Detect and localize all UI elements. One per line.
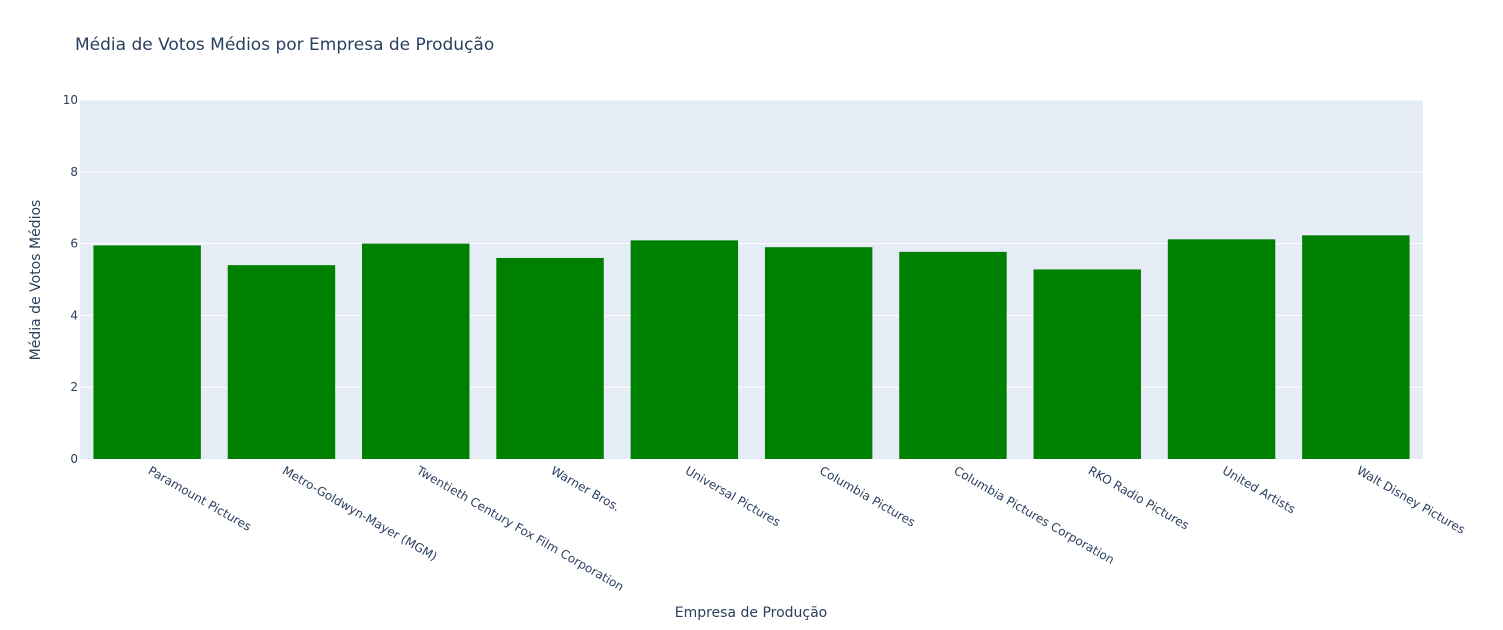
y-axis-title: Média de Votos Médios	[28, 200, 44, 361]
y-tick-label: 0	[70, 452, 78, 466]
bar	[630, 240, 739, 459]
bar	[1302, 235, 1410, 459]
bar	[93, 245, 201, 459]
y-axis-ticks: 0 2 4 6 8 10	[63, 93, 78, 466]
bar	[1167, 239, 1276, 459]
x-axis-title: Empresa de Produção	[675, 605, 828, 621]
bars	[93, 235, 1410, 459]
y-tick-label: 8	[70, 165, 78, 179]
bar	[764, 247, 873, 459]
bar	[1033, 269, 1141, 459]
bar	[362, 243, 470, 459]
y-tick-label: 4	[70, 308, 78, 322]
y-tick-label: 6	[70, 237, 78, 251]
bar	[227, 265, 336, 459]
bar	[496, 257, 604, 459]
y-tick-label: 10	[63, 93, 78, 107]
bar	[899, 251, 1007, 459]
y-tick-label: 2	[70, 380, 78, 394]
chart-title: Média de Votos Médios por Empresa de Pro…	[75, 35, 494, 55]
